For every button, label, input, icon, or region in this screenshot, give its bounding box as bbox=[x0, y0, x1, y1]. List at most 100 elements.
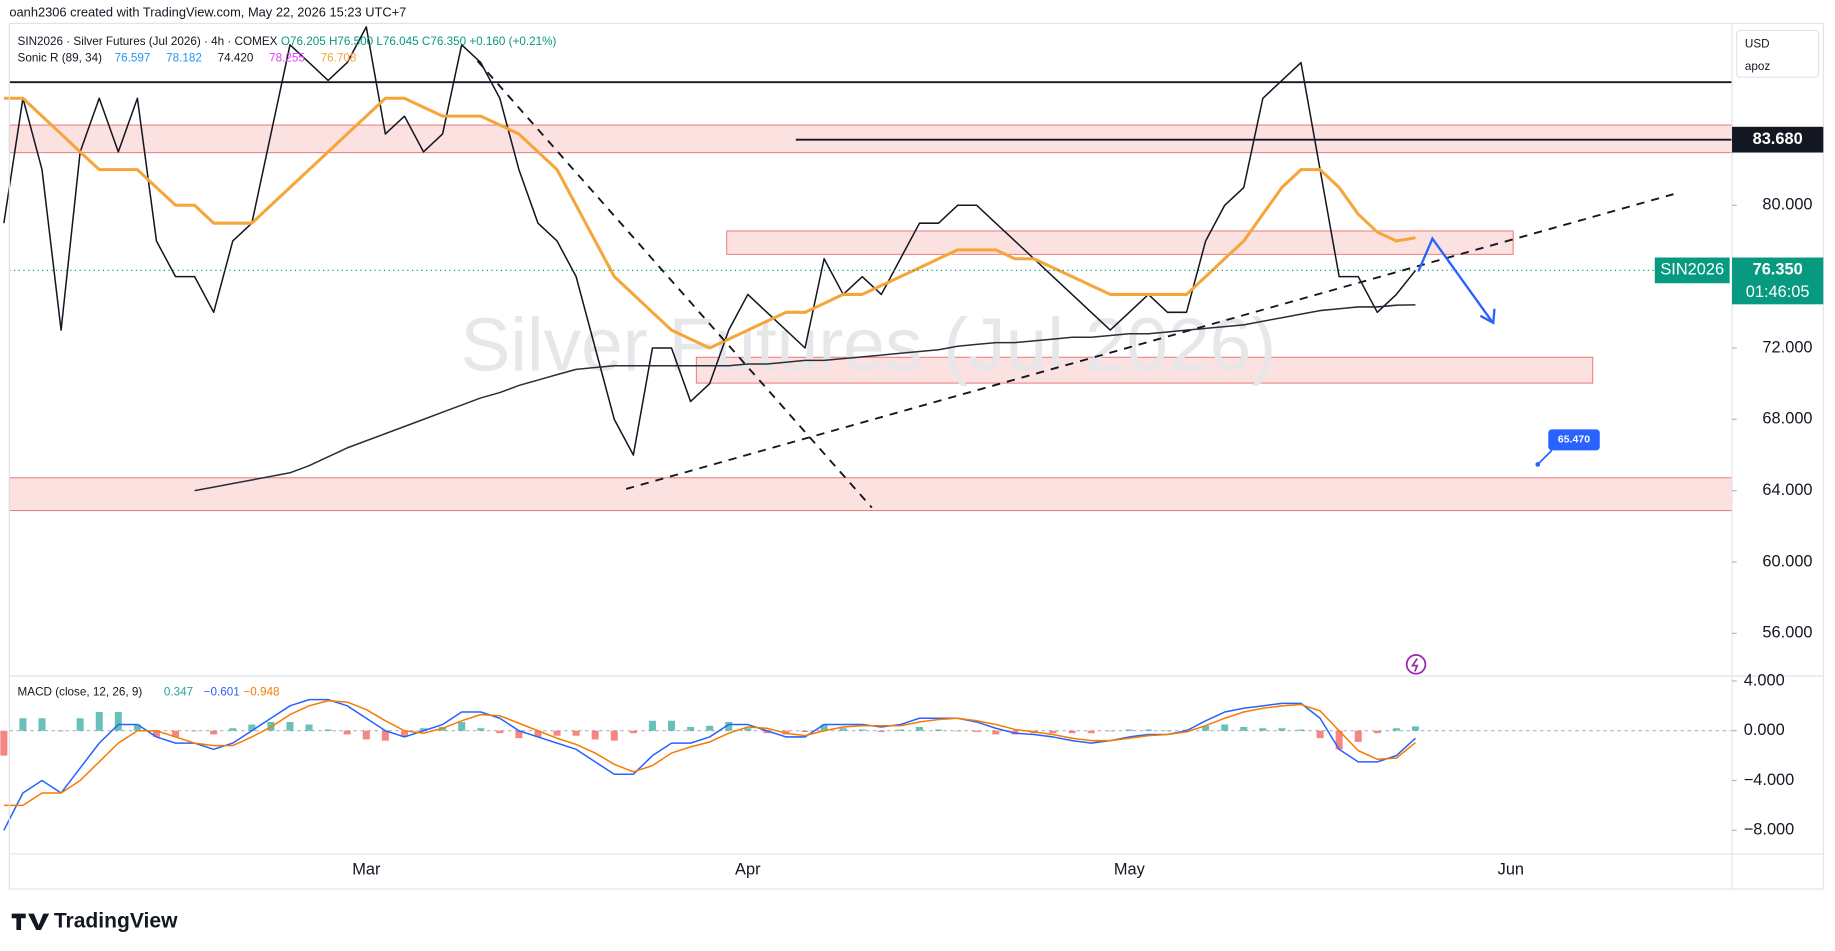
macd-legend-value: −0.601 bbox=[204, 686, 240, 699]
macd-histogram-bar bbox=[324, 729, 332, 731]
brand-logo bbox=[11, 913, 50, 930]
macd-histogram-bar bbox=[420, 728, 428, 731]
macd-histogram-bar bbox=[1221, 724, 1229, 731]
macd-histogram-bar bbox=[191, 730, 199, 732]
macd-y-tick-label: −8.000 bbox=[1744, 821, 1795, 839]
series-line bbox=[194, 304, 1416, 492]
y-tick-label: 80.000 bbox=[1762, 196, 1812, 214]
last-price-tag bbox=[1732, 257, 1824, 305]
macd-histogram-bar bbox=[458, 722, 466, 731]
macd-histogram-bar bbox=[591, 730, 599, 740]
macd-legend-value: −0.948 bbox=[243, 686, 279, 699]
brand: TradingView bbox=[54, 909, 178, 932]
macd-histogram-bar bbox=[1125, 729, 1133, 731]
macd-histogram-bar bbox=[706, 725, 714, 731]
macd-histogram-bar bbox=[801, 730, 809, 732]
macd-histogram-bar bbox=[152, 730, 160, 737]
series-line bbox=[3, 26, 1417, 456]
y-tick-label: 60.000 bbox=[1762, 552, 1812, 570]
currency-box[interactable] bbox=[1736, 29, 1820, 78]
macd-histogram-bar bbox=[553, 730, 561, 736]
macd-histogram-bar bbox=[1373, 730, 1381, 734]
macd-histogram-bar bbox=[1392, 728, 1400, 731]
frame bbox=[8, 22, 1824, 890]
macd-histogram-bar bbox=[954, 730, 962, 732]
series-line bbox=[3, 698, 1416, 831]
macd-histogram-bar bbox=[858, 729, 866, 731]
y-tick-label: 64.000 bbox=[1762, 481, 1812, 499]
macd-histogram-bar bbox=[496, 730, 504, 734]
annotation-box bbox=[1548, 429, 1600, 451]
series-line bbox=[3, 700, 1416, 807]
plot: 65.470 bbox=[0, 26, 1733, 831]
macd-histogram-bar bbox=[1106, 730, 1114, 732]
macd-histogram-bar bbox=[133, 724, 141, 731]
last-price-label: 76.350 bbox=[1753, 261, 1803, 279]
macd-histogram-bar bbox=[1354, 730, 1362, 742]
macd-histogram-bar bbox=[1316, 730, 1324, 739]
macd-y-tick-label: −4.000 bbox=[1744, 771, 1795, 789]
macd-histogram-bar bbox=[648, 720, 656, 731]
macd-legend-value: 0.347 bbox=[164, 686, 193, 699]
ohlc: O76.205 H76.500 L76.045 C76.350 +0.160 (… bbox=[281, 35, 557, 48]
macd-histogram-bar bbox=[515, 730, 523, 739]
macd-histogram-bar bbox=[534, 730, 542, 737]
symbol-info: SIN2026 · Silver Futures (Jul 2026) · 4h… bbox=[18, 35, 278, 48]
trendline bbox=[476, 60, 873, 509]
macd-histogram-bar bbox=[1335, 730, 1343, 750]
macd-y-tick-label: 0.000 bbox=[1744, 721, 1785, 739]
macd-histogram-bar bbox=[1240, 726, 1248, 731]
macd-histogram-bar bbox=[95, 712, 103, 731]
level-label: 83.680 bbox=[1753, 130, 1803, 148]
macd-histogram-bar bbox=[610, 730, 618, 741]
macd-histogram-bar bbox=[477, 728, 485, 731]
macd-histogram-bar bbox=[400, 730, 408, 737]
event-icon[interactable] bbox=[1405, 654, 1427, 675]
macd-histogram-bar bbox=[381, 730, 389, 741]
macd-histogram-bar bbox=[820, 724, 828, 731]
zone bbox=[695, 356, 1594, 384]
macd-histogram-bar bbox=[248, 724, 256, 731]
annotation-leader bbox=[1537, 449, 1553, 466]
y-tick-label: 72.000 bbox=[1762, 338, 1812, 356]
currency: USD bbox=[1745, 38, 1770, 51]
macd-histogram-bar bbox=[1259, 728, 1267, 731]
macd-histogram-bar bbox=[1278, 728, 1286, 731]
watermark: Silver Futures (Jul 2026) bbox=[460, 303, 1276, 387]
indicator-value: 74.420 bbox=[218, 52, 254, 65]
level-tag bbox=[1732, 126, 1824, 153]
macd-histogram-bar bbox=[839, 728, 847, 731]
macd-histogram-bar bbox=[973, 730, 981, 732]
macd-histogram-bar bbox=[57, 730, 65, 732]
macd-histogram-bar bbox=[629, 730, 637, 734]
macd-histogram-bar bbox=[744, 728, 752, 731]
annotation-label: 65.470 bbox=[1558, 434, 1590, 446]
macd-histogram-bar bbox=[286, 722, 294, 731]
zone bbox=[726, 230, 1514, 255]
macd-histogram-bar bbox=[1202, 725, 1210, 731]
macd-histogram-bar bbox=[992, 730, 1000, 735]
indicator-value: 76.597 bbox=[115, 52, 151, 65]
indicator-name: Sonic R (89, 34) bbox=[18, 52, 103, 65]
macd-histogram-bar bbox=[877, 730, 885, 732]
indicator-value: 78.255 bbox=[269, 52, 305, 65]
y-tick-label: 68.000 bbox=[1762, 410, 1812, 428]
macd-histogram-bar bbox=[687, 726, 695, 731]
symbol-tag bbox=[1654, 257, 1730, 284]
x-tick-label: Jun bbox=[1498, 861, 1524, 879]
macd-histogram-bar bbox=[725, 722, 733, 731]
macd-histogram-bar bbox=[210, 730, 218, 735]
macd-histogram-bar bbox=[229, 728, 237, 731]
macd-histogram-bar bbox=[343, 730, 351, 735]
macd-histogram-bar bbox=[915, 726, 924, 731]
macd-histogram-bar bbox=[172, 730, 180, 737]
macd-histogram-bar bbox=[1411, 726, 1419, 731]
x-tick-label: Apr bbox=[735, 861, 761, 879]
macd-histogram-bar bbox=[1087, 730, 1095, 734]
macd-histogram-bar bbox=[1144, 729, 1152, 731]
x-tick-label: May bbox=[1114, 861, 1146, 879]
event-icon-bolt bbox=[1410, 658, 1419, 672]
